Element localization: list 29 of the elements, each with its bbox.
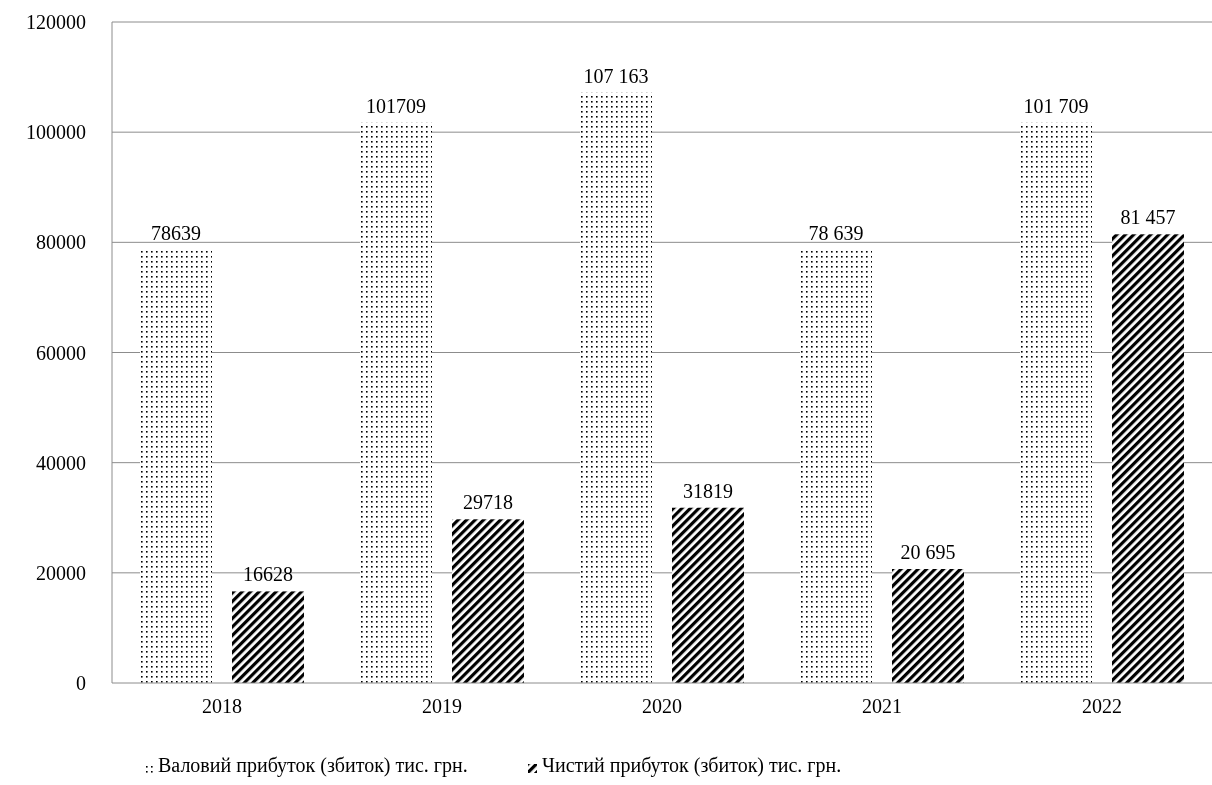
y-tick-label: 0 bbox=[76, 672, 86, 694]
data-label: 29718 bbox=[463, 491, 513, 514]
bar bbox=[452, 519, 524, 683]
y-tick-label: 80000 bbox=[36, 231, 86, 254]
y-tick-label: 20000 bbox=[36, 561, 86, 584]
x-tick-label: 2019 bbox=[422, 695, 462, 717]
bar bbox=[1112, 234, 1184, 683]
data-label: 20 695 bbox=[900, 541, 956, 564]
y-tick-label: 120000 bbox=[26, 11, 86, 33]
data-label: 16628 bbox=[243, 563, 293, 586]
y-tick-label: 100000 bbox=[26, 121, 86, 144]
data-label: 78639 bbox=[151, 221, 201, 244]
data-label: 31819 bbox=[683, 479, 733, 502]
data-label: 101709 bbox=[366, 94, 426, 117]
data-label: 81 457 bbox=[1120, 206, 1176, 229]
data-label: 107 163 bbox=[583, 64, 649, 87]
legend-label: Валовий прибуток (збиток) тис. грн. bbox=[158, 754, 468, 777]
bar bbox=[672, 507, 744, 683]
x-tick-label: 2018 bbox=[202, 695, 242, 717]
bar bbox=[892, 569, 964, 683]
legend-label: Чистий прибуток (збиток) тис. грн. bbox=[542, 754, 842, 777]
y-tick-label: 40000 bbox=[36, 451, 86, 474]
x-tick-label: 2021 bbox=[862, 695, 902, 717]
y-tick-label: 60000 bbox=[36, 341, 86, 364]
x-tick-label: 2020 bbox=[642, 695, 682, 717]
x-tick-label: 2022 bbox=[1082, 695, 1122, 717]
bar bbox=[232, 591, 304, 683]
data-label: 101 709 bbox=[1023, 94, 1089, 117]
data-label: 78 639 bbox=[808, 221, 864, 244]
